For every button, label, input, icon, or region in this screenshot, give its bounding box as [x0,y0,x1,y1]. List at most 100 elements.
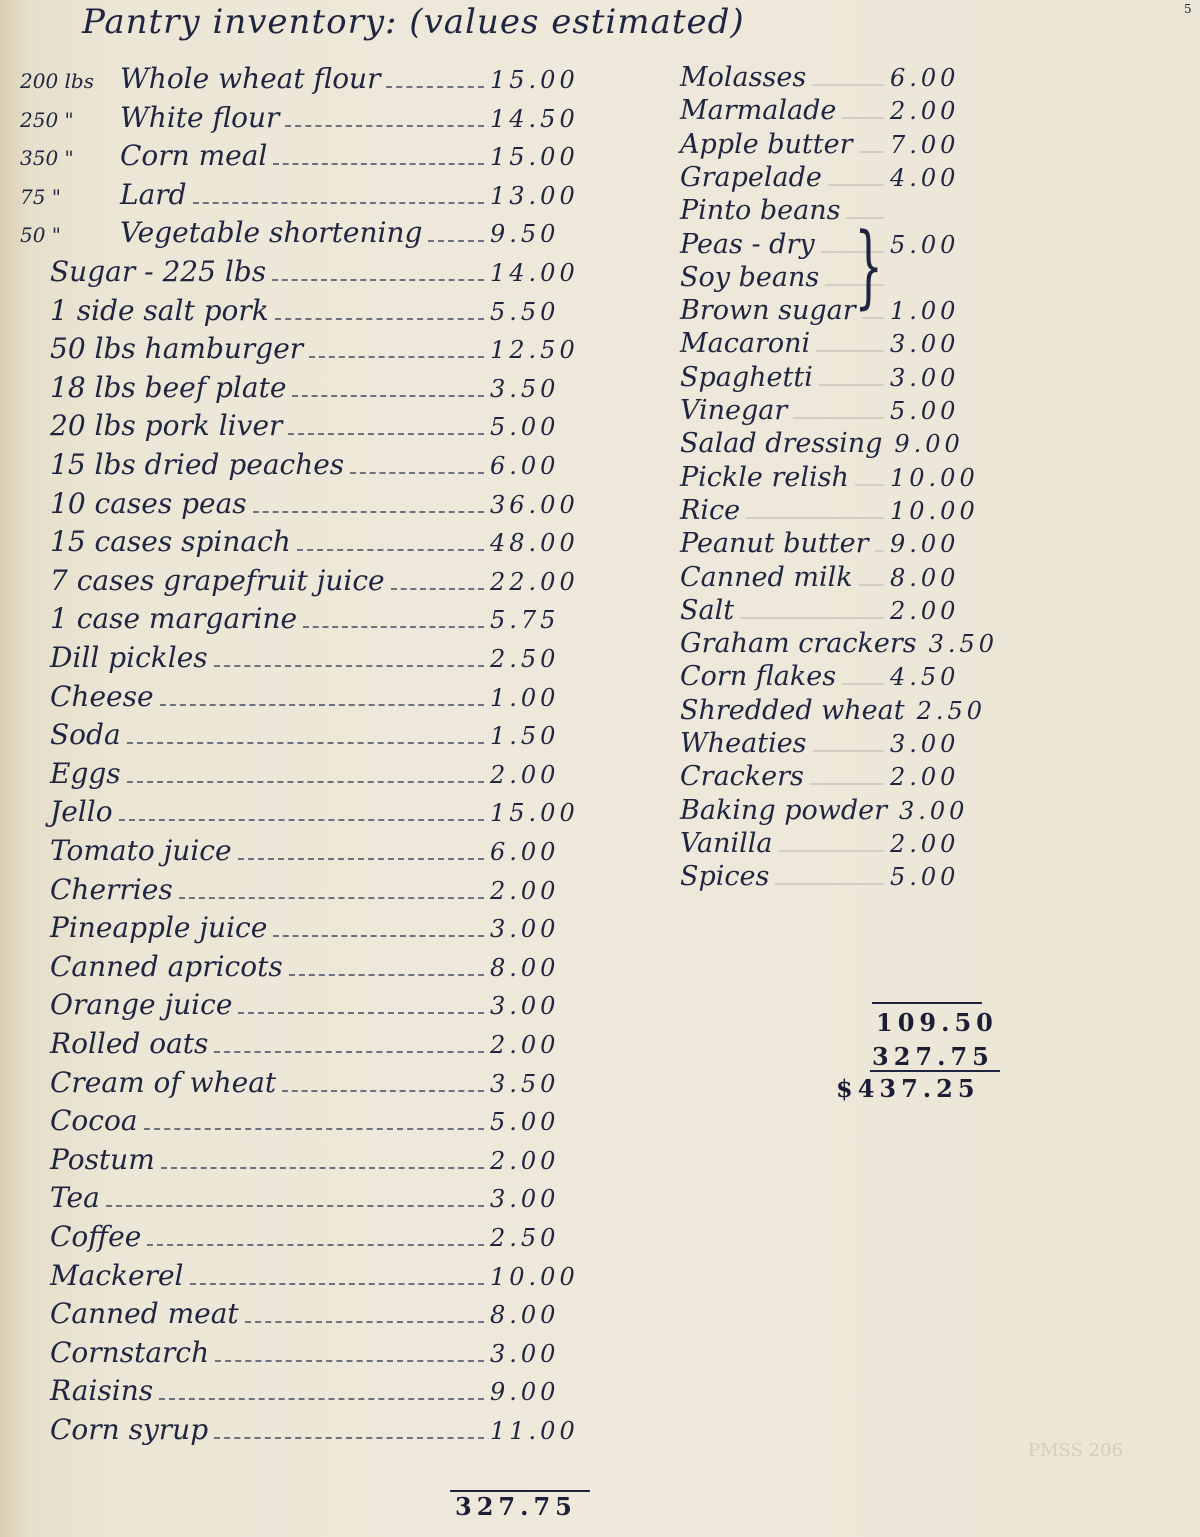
page-number: 5 [1184,2,1192,16]
inventory-row: Sugar - 225 lbs 14.00 [20,255,580,289]
inventory-row: Mackerel 10.00 [20,1259,580,1293]
carried-total: 327.75 [872,1042,994,1071]
leader-dashes [842,665,884,686]
item-value: 13.00 [490,181,579,210]
leader-dashes [192,184,484,204]
item-value: 5.00 [490,1108,560,1137]
leader-dashes [793,399,884,419]
inventory-row: 50 lbs hamburger 12.50 [20,332,580,366]
item-value: 5.50 [490,297,560,326]
leader-dashes [238,994,484,1015]
inventory-row: 1 case margarine 5.75 [20,602,580,636]
right-subtotal-rule [872,1002,982,1004]
item-name: Macaroni [680,328,811,360]
item-name: Eggs [50,756,121,790]
leader-dashes [118,801,484,822]
item-value: 2.00 [890,596,960,625]
item-value: 3.50 [490,374,560,403]
item-value: 5.00 [490,413,560,442]
item-value: 11.00 [490,1417,579,1445]
item-value: 1.00 [890,297,960,326]
item-name: Corn flakes [680,661,837,693]
inventory-row: Cream of wheat 3.50 [20,1066,580,1100]
leader-dashes [159,686,484,706]
item-name: Cream of wheat [50,1065,277,1099]
item-value: 14.50 [490,104,579,133]
inventory-row: 15 lbs dried peaches 6.00 [20,448,580,482]
item-value: 15.00 [490,799,579,828]
item-name: Graham crackers [680,628,917,660]
item-value: 9.00 [490,1378,560,1407]
leader-dashes [244,1303,484,1324]
item-value: 36.00 [490,490,579,519]
leader-dashes [740,599,884,619]
inventory-row: Salt 2.00 [680,595,980,629]
inventory-row: Corn flakes 4.50 [680,661,980,695]
item-quantity: 350 " [20,146,74,171]
item-name: Pinto beans [680,195,841,227]
inventory-row: 50 " Vegetable shortening 9.50 [20,216,580,250]
leader-dashes [303,608,484,629]
leader-dashes [159,1380,484,1401]
item-value: 10.00 [490,1262,579,1291]
leader-dashes [178,879,484,899]
inventory-row: Coffee 2.50 [20,1220,580,1254]
inventory-row: Brown sugar 1.00 [680,295,980,329]
inventory-row: Vinegar 5.00 [680,395,980,429]
leader-dashes [854,466,884,486]
leader-dashes [818,366,884,386]
item-value: 5.00 [890,863,960,892]
item-name: Rolled oats [50,1027,209,1060]
item-name: Vegetable shortening [120,216,423,250]
item-value: 1.00 [490,683,560,712]
item-name: Corn syrup [50,1413,209,1446]
inventory-row: Orange juice 3.00 [20,988,580,1022]
item-name: 15 lbs dried peaches [50,448,345,481]
item-name: 1 case margarine [50,602,298,636]
leader-dashes [273,917,484,938]
item-name: Postum [50,1142,155,1176]
item-value: 12.50 [490,336,579,365]
inventory-row: Wheaties 3.00 [680,728,980,762]
leader-dashes [288,415,484,436]
grand-total-rule [870,1070,1000,1072]
item-name: Brown sugar [680,295,856,327]
leader-dashes [861,299,884,320]
item-value: 2.00 [890,763,960,792]
inventory-row: Canned meat 8.00 [20,1297,580,1331]
leader-dashes [858,566,884,586]
inventory-row: Grapelade 4.00 [680,162,980,196]
leader-dashes [285,107,484,127]
leader-dashes [809,765,884,786]
inventory-row: Molasses 6.00 [680,62,980,96]
leader-dashes [143,1110,484,1131]
leader-dashes [288,956,484,976]
inventory-row: 10 cases peas 36.00 [20,487,580,521]
inventory-row: Peanut butter 9.00 [680,528,980,562]
item-name: Vanilla [680,827,773,859]
item-name: Soda [50,718,121,752]
item-value: 3.00 [890,330,960,359]
item-value: 10.00 [890,496,979,525]
item-value: 15.00 [490,143,579,172]
item-name: Lard [120,177,187,211]
item-value: 8.00 [890,563,960,592]
item-name: Jello [50,795,113,829]
leader-dashes [812,732,884,752]
item-name: Sugar - 225 lbs [50,255,267,288]
inventory-row: Soda 1.50 [20,718,580,752]
item-name: Vinegar [680,395,788,426]
leader-dashes [390,570,484,590]
left-total: 327.75 [455,1492,577,1521]
inventory-row: 18 lbs beef plate 3.50 [20,371,580,405]
inventory-row: Dill pickles 2.50 [20,641,580,675]
inventory-row: Rolled oats 2.00 [20,1027,580,1061]
item-name: White flour [120,100,280,134]
leader-dashes [215,1342,484,1362]
item-name: Coffee [50,1220,142,1253]
item-name: Crackers [680,761,804,793]
inventory-row: 15 cases spinach 48.00 [20,525,580,559]
item-value: 4.50 [890,663,960,692]
inventory-row: Baking powder 3.00 [680,795,980,829]
item-quantity: 250 " [20,107,74,132]
